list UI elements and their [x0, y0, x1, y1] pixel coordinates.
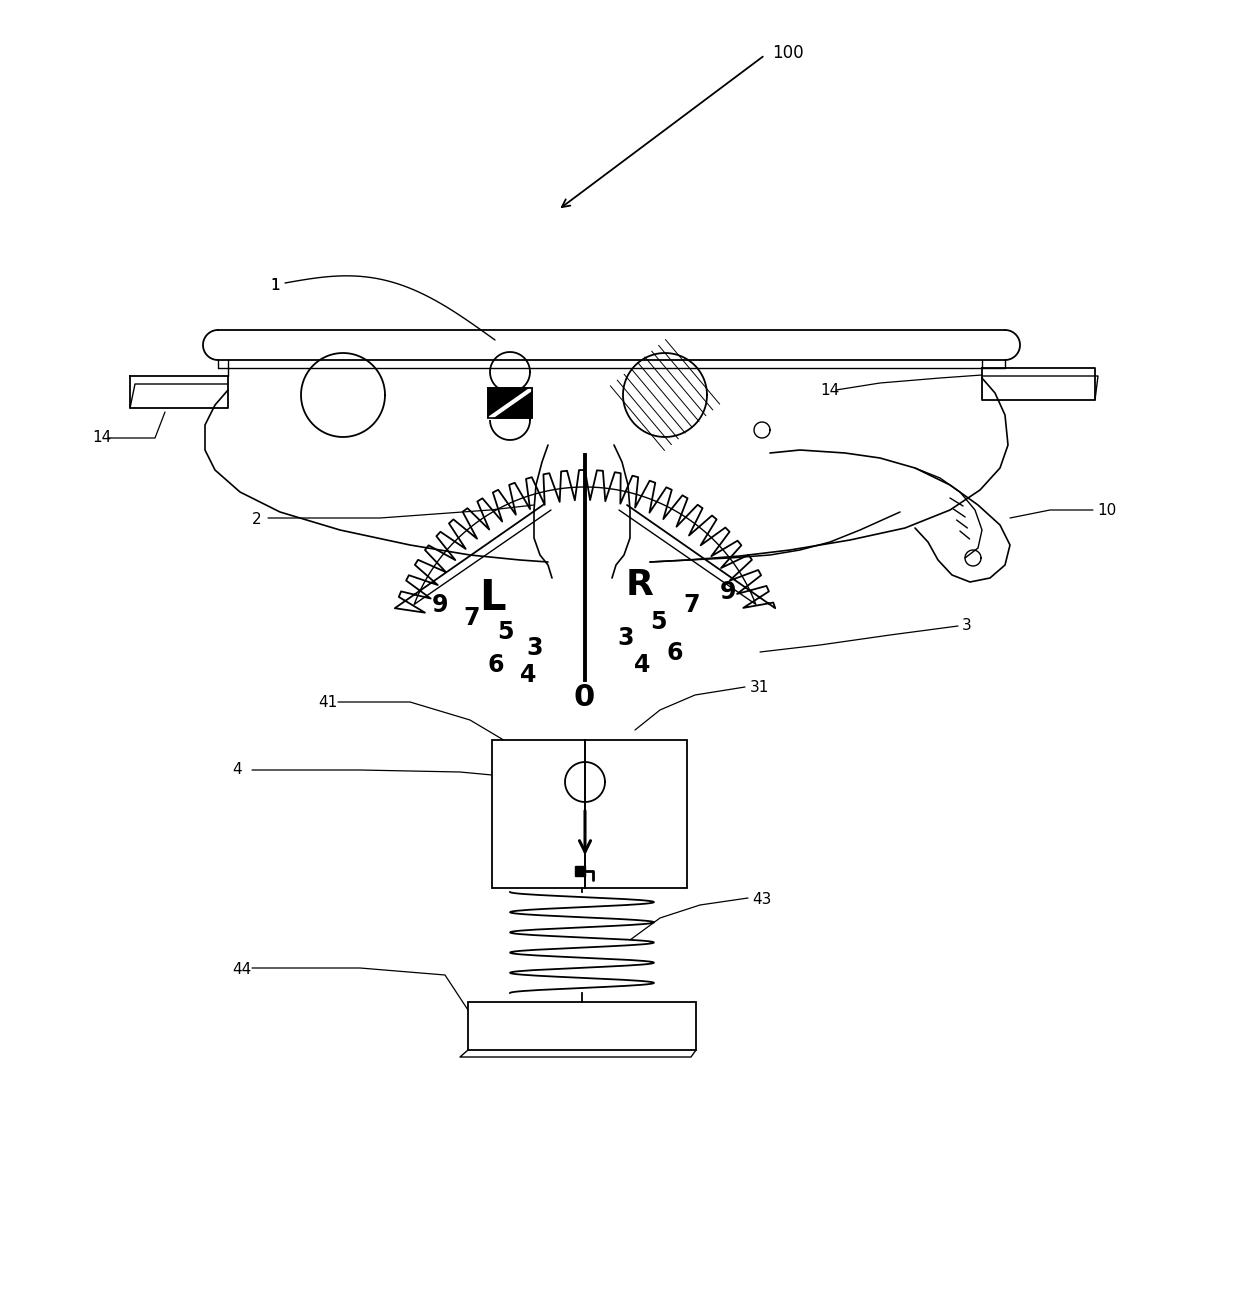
Text: 3: 3	[962, 619, 972, 633]
Text: 14: 14	[820, 383, 839, 399]
Text: 31: 31	[750, 681, 769, 695]
Text: L: L	[479, 577, 506, 619]
Text: 4: 4	[520, 663, 536, 687]
Text: 1: 1	[270, 278, 280, 292]
Text: 43: 43	[751, 892, 771, 907]
Text: 41: 41	[317, 695, 337, 710]
Text: 7: 7	[683, 593, 701, 617]
Text: 2: 2	[252, 512, 262, 527]
Text: 0: 0	[573, 683, 595, 713]
Text: 44: 44	[232, 961, 252, 977]
Bar	[489, 388, 532, 418]
Text: 6: 6	[487, 653, 505, 677]
Text: 1: 1	[270, 278, 280, 292]
Bar	[492, 740, 687, 888]
Bar	[467, 1002, 696, 1049]
Text: 14: 14	[92, 430, 112, 445]
Text: 3: 3	[527, 635, 543, 660]
Text: 5: 5	[497, 620, 513, 644]
Text: 10: 10	[1097, 503, 1116, 518]
Text: 4: 4	[232, 762, 242, 776]
Text: 7: 7	[464, 606, 480, 630]
Bar	[575, 866, 585, 876]
Text: R: R	[626, 568, 653, 602]
Text: 4: 4	[634, 653, 650, 677]
Text: 9: 9	[432, 593, 448, 617]
Text: 6: 6	[667, 641, 683, 665]
Text: 5: 5	[650, 609, 666, 634]
Text: 9: 9	[719, 580, 737, 604]
Text: 3: 3	[618, 626, 634, 650]
Text: 100: 100	[773, 44, 804, 62]
